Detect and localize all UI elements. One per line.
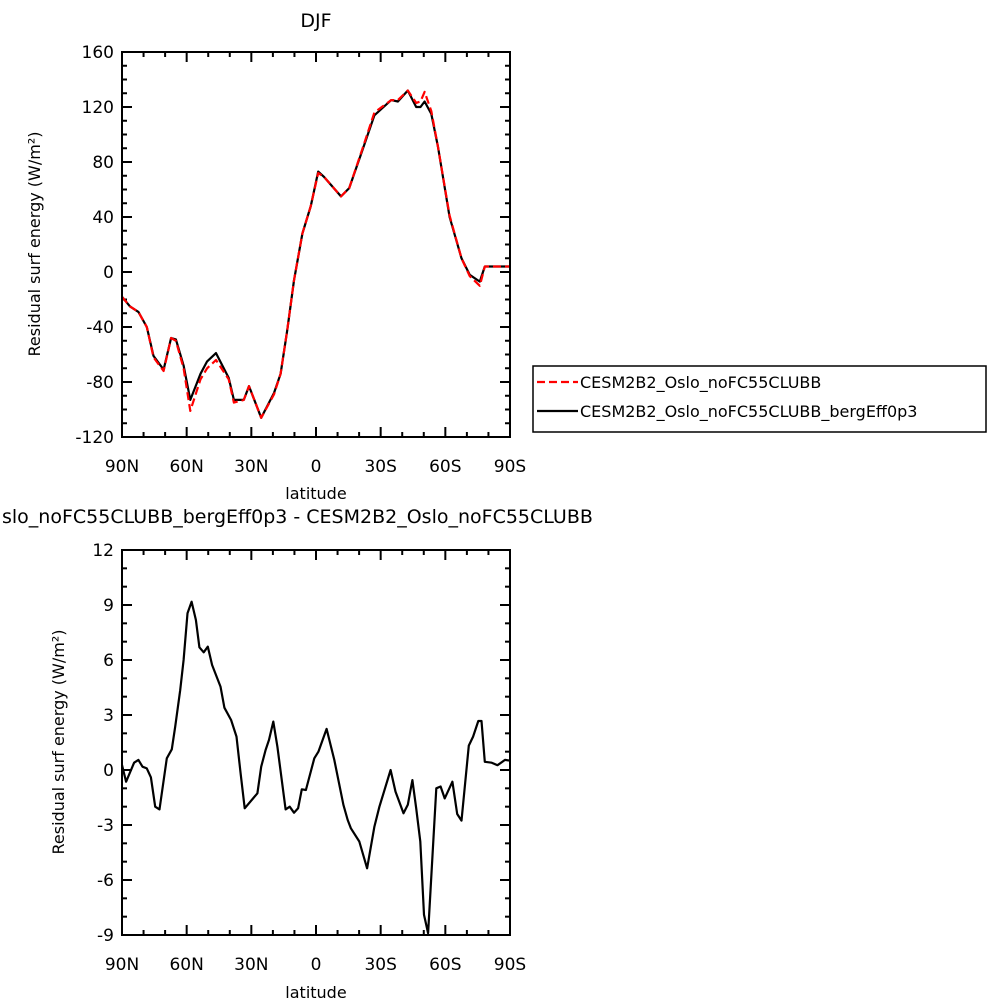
top-plot-title: DJF: [300, 10, 331, 32]
bottom-y-tick-labels: 12 9 6 3 0 -3 -6 -9: [92, 541, 114, 946]
bottom-plot-lines: [120, 600, 511, 935]
x-tick-label: 30N: [234, 457, 268, 477]
y-tick-label: 0: [103, 263, 114, 283]
y-tick-label: 80: [92, 153, 114, 173]
top-y-axis-label: Residual surf energy (W/m²): [25, 132, 44, 357]
x-tick-label: 90N: [105, 457, 139, 477]
x-tick-label: 60S: [429, 457, 461, 477]
y-tick-label: 6: [103, 651, 114, 671]
legend-label-series-1: CESM2B2_Oslo_noFC55CLUBB: [580, 373, 821, 393]
x-tick-label: 30S: [364, 955, 396, 975]
y-tick-label: 3: [103, 706, 114, 726]
legend-label-series-2: CESM2B2_Oslo_noFC55CLUBB_bergEff0p3: [580, 402, 917, 422]
x-tick-label: 60N: [169, 955, 203, 975]
x-tick-label: 60S: [429, 955, 461, 975]
y-tick-label: -6: [97, 871, 114, 891]
top-x-tick-labels: 90N 60N 30N 0 30S 60S 90S: [105, 457, 526, 477]
series-line-cesm2b2-oslo-nofc55clubb-bergeff0p3: [121, 89, 510, 419]
x-tick-label: 0: [311, 955, 322, 975]
x-tick-label: 90N: [105, 955, 139, 975]
y-tick-label: 0: [103, 761, 114, 781]
bottom-plot-title: slo_noFC55CLUBB_bergEff0p3 - CESM2B2_Osl…: [2, 506, 593, 528]
y-tick-label: 12: [92, 541, 114, 561]
bottom-x-axis-label: latitude: [285, 983, 346, 1002]
bottom-plot: slo_noFC55CLUBB_bergEff0p3 - CESM2B2_Osl…: [2, 506, 593, 1002]
y-tick-label: -80: [86, 373, 114, 393]
y-tick-label: 120: [82, 98, 114, 118]
series-line-difference: [120, 600, 511, 935]
top-x-axis-label: latitude: [285, 484, 346, 503]
top-plot-ticks: [121, 51, 511, 438]
legend: CESM2B2_Oslo_noFC55CLUBB CESM2B2_Oslo_no…: [532, 365, 987, 433]
top-plot-lines: [121, 89, 510, 419]
y-tick-label: -40: [86, 318, 114, 338]
y-tick-label: -120: [75, 428, 114, 448]
legend-box: [532, 365, 987, 433]
top-y-tick-labels: 160 120 80 40 0 -40 -80 -120: [75, 43, 114, 448]
bottom-plot-ticks: [121, 549, 511, 936]
x-tick-label: 0: [311, 457, 322, 477]
bottom-plot-frame: [121, 549, 511, 936]
y-tick-label: 160: [82, 43, 114, 63]
x-tick-label: 30N: [234, 955, 268, 975]
x-tick-label: 90S: [494, 457, 526, 477]
bottom-y-axis-label: Residual surf energy (W/m²): [49, 630, 68, 855]
x-tick-label: 30S: [364, 457, 396, 477]
x-tick-label: 60N: [169, 457, 203, 477]
top-plot: DJF 90N 60N 30N 0 30S 60S 90S 160 120 80 40 0 -40 -8…: [25, 10, 526, 503]
y-tick-label: 40: [92, 208, 114, 228]
bottom-x-tick-labels: 90N 60N 30N 0 30S 60S 90S: [105, 955, 526, 975]
top-plot-frame: [121, 51, 511, 438]
series-line-cesm2b2-oslo-nofc55clubb: [121, 89, 510, 419]
y-tick-label: 9: [103, 596, 114, 616]
y-tick-label: -9: [97, 926, 114, 946]
x-tick-label: 90S: [494, 955, 526, 975]
y-tick-label: -3: [97, 816, 114, 836]
